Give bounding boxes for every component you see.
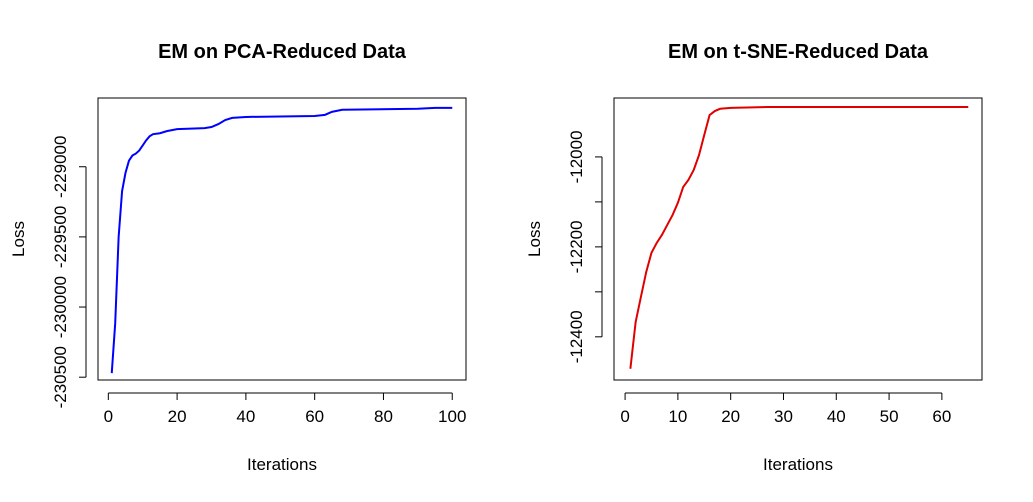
chart-title: EM on PCA-Reduced Data bbox=[158, 41, 407, 63]
x-axis-label: Iterations bbox=[763, 455, 833, 474]
x-tick-label: 40 bbox=[236, 407, 255, 426]
y-tick-label: -230000 bbox=[51, 276, 70, 338]
x-tick-label: 50 bbox=[880, 407, 899, 426]
x-tick-label: 10 bbox=[668, 407, 687, 426]
x-tick-label: 40 bbox=[827, 407, 846, 426]
y-tick-label: -229000 bbox=[51, 136, 70, 198]
plot-box bbox=[97, 97, 467, 381]
chart: EM on PCA-Reduced Data Iterations Loss 0 20 4… bbox=[9, 41, 467, 474]
data-line bbox=[629, 105, 969, 369]
y-axis-label: Loss bbox=[9, 221, 28, 257]
y-tick-label: -229500 bbox=[51, 206, 70, 268]
x-tick-label: 0 bbox=[104, 407, 113, 426]
x-tick-label: 80 bbox=[374, 407, 393, 426]
x-tick-label: 60 bbox=[932, 407, 951, 426]
x-axis-label: Iterations bbox=[247, 455, 317, 474]
chart: EM on t-SNE-Reduced Data Iterations Loss 0 1… bbox=[525, 41, 983, 474]
plot-box bbox=[613, 97, 983, 381]
x-tick-label: 20 bbox=[168, 407, 187, 426]
x-tick-label: 0 bbox=[620, 407, 629, 426]
x-tick-label: 20 bbox=[721, 407, 740, 426]
y-tick-label: -230500 bbox=[51, 346, 70, 408]
chart-title: EM on t-SNE-Reduced Data bbox=[668, 41, 929, 63]
data-line bbox=[110, 106, 453, 374]
x-tick-label: 60 bbox=[305, 407, 324, 426]
y-tick-label: -12200 bbox=[567, 220, 586, 273]
x-tick-label: 30 bbox=[774, 407, 793, 426]
y-axis-label: Loss bbox=[525, 221, 544, 257]
x-tick-label: 100 bbox=[438, 407, 466, 426]
y-tick-label: -12400 bbox=[567, 310, 586, 363]
y-tick-label: -12000 bbox=[567, 130, 586, 183]
